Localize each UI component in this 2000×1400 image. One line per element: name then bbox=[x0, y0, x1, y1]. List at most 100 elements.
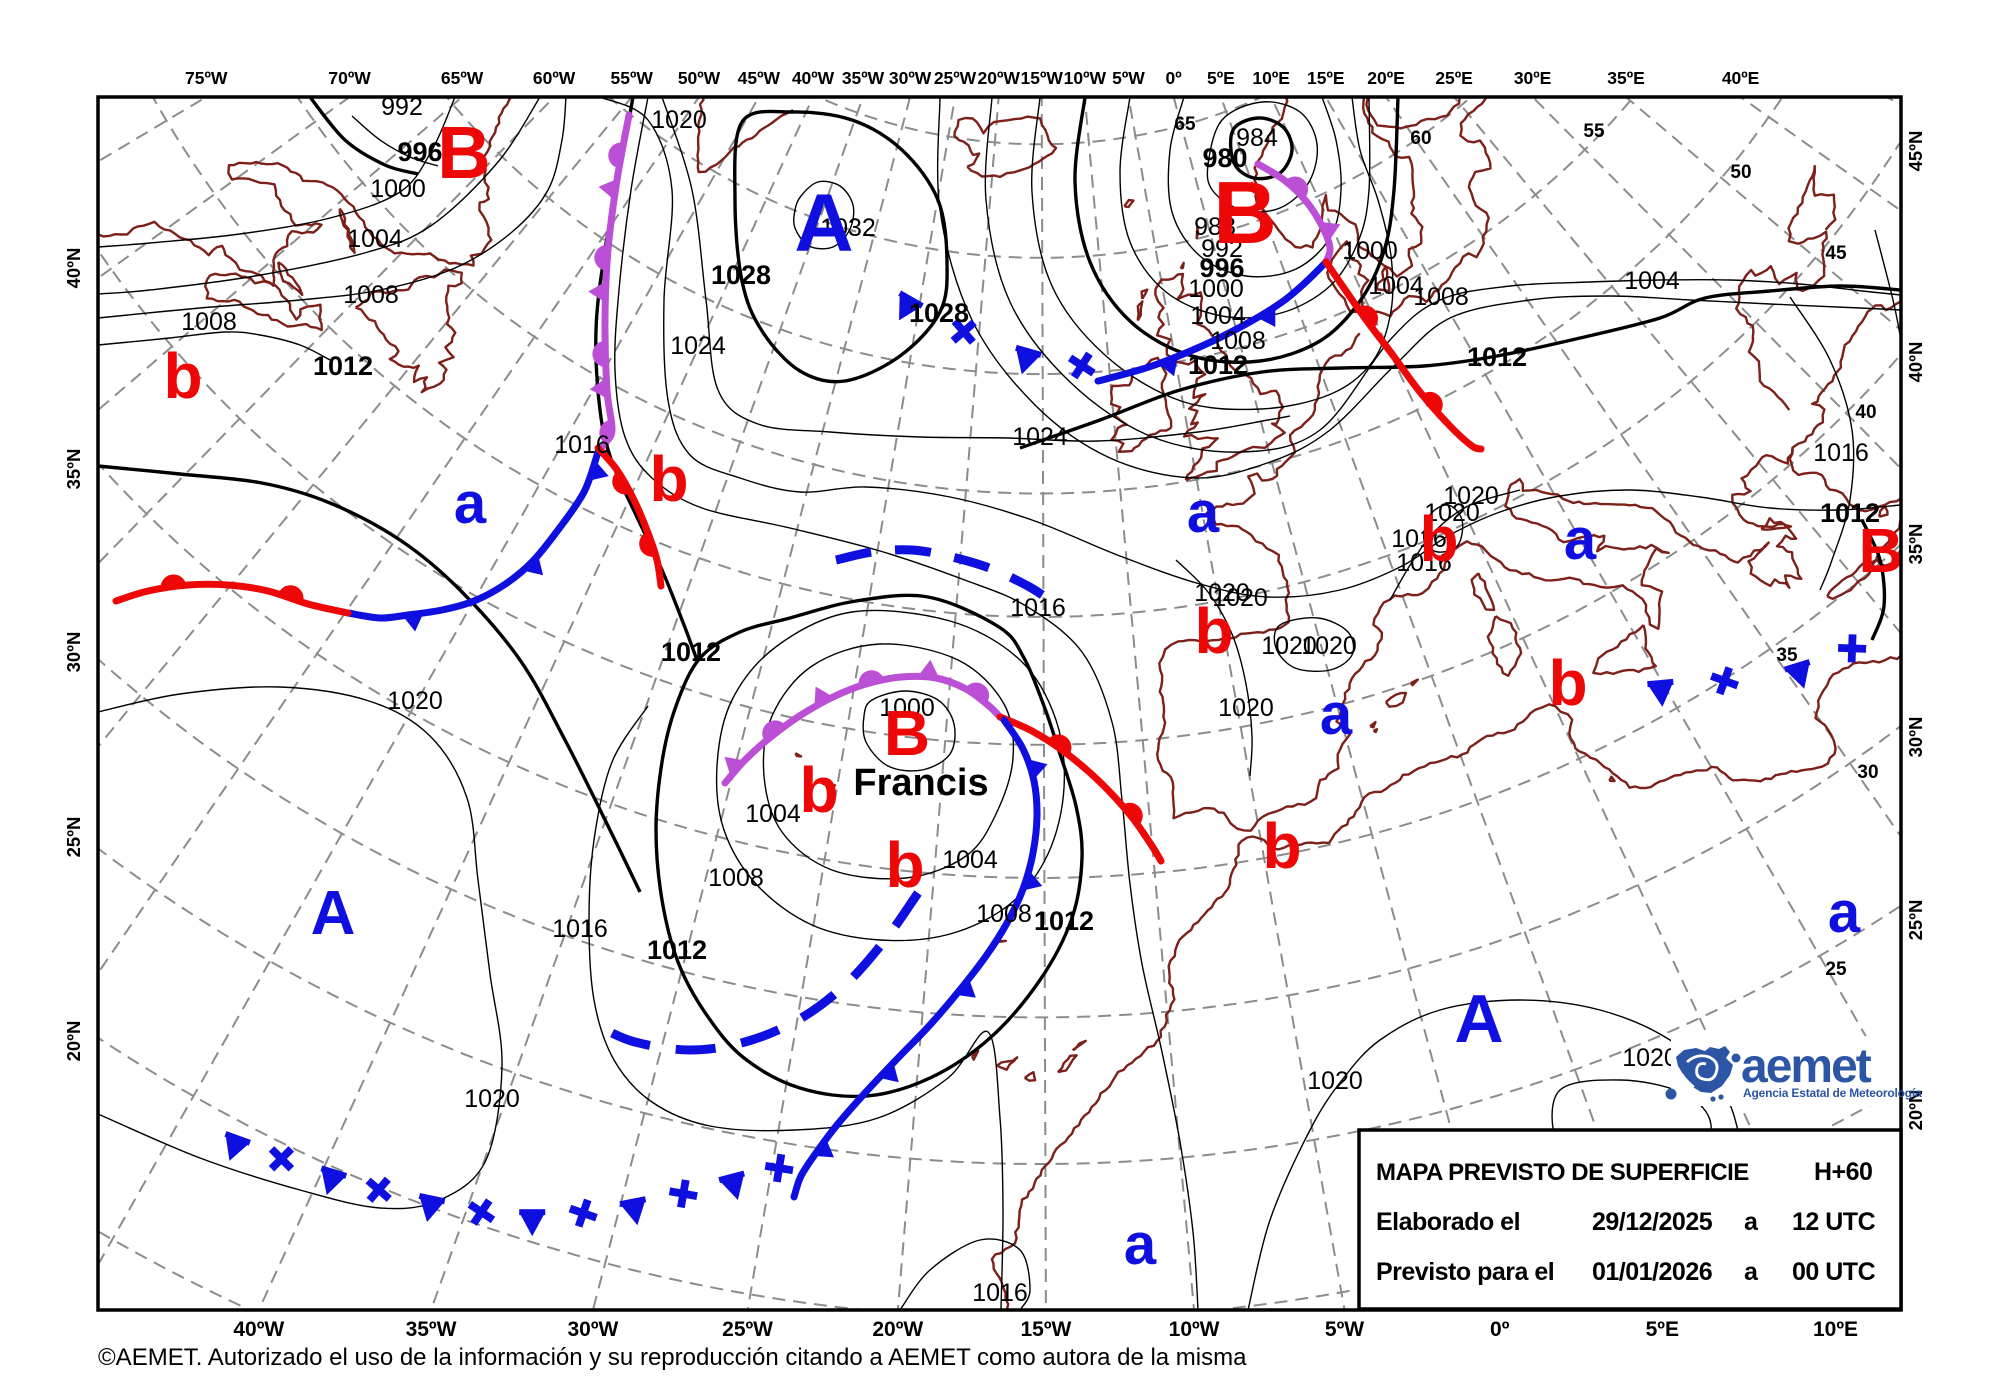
svg-text:Agencia Estatal de Meteorologí: Agencia Estatal de Meteorología bbox=[1743, 1086, 1922, 1100]
svg-text:40ºN: 40ºN bbox=[1905, 342, 1926, 383]
svg-text:a: a bbox=[1828, 880, 1861, 945]
svg-text:1020: 1020 bbox=[1622, 1044, 1678, 1072]
svg-text:25ºE: 25ºE bbox=[1435, 68, 1473, 88]
svg-text:1012: 1012 bbox=[1034, 906, 1094, 936]
svg-text:35ºW: 35ºW bbox=[842, 68, 885, 88]
svg-text:35: 35 bbox=[1776, 645, 1798, 666]
svg-text:1004: 1004 bbox=[347, 225, 403, 253]
svg-text:55ºW: 55ºW bbox=[611, 68, 654, 88]
svg-text:50ºW: 50ºW bbox=[678, 68, 721, 88]
svg-text:1020: 1020 bbox=[1443, 482, 1499, 510]
svg-text:45ºN: 45ºN bbox=[1905, 131, 1926, 172]
svg-text:1008: 1008 bbox=[343, 281, 399, 309]
svg-text:1000: 1000 bbox=[879, 694, 935, 722]
svg-text:10ºE: 10ºE bbox=[1252, 68, 1290, 88]
svg-text:15ºW: 15ºW bbox=[1020, 1318, 1071, 1341]
svg-text:30ºN: 30ºN bbox=[63, 632, 84, 673]
svg-text:5ºE: 5ºE bbox=[1646, 1318, 1679, 1341]
svg-text:50: 50 bbox=[1730, 162, 1751, 183]
svg-text:a: a bbox=[454, 471, 487, 536]
svg-text:45ºW: 45ºW bbox=[738, 68, 781, 88]
svg-text:40ºE: 40ºE bbox=[1722, 68, 1760, 88]
svg-text:992: 992 bbox=[381, 93, 423, 121]
svg-text:a: a bbox=[1187, 480, 1220, 545]
svg-text:1032: 1032 bbox=[820, 214, 876, 242]
svg-text:1004: 1004 bbox=[1624, 267, 1680, 295]
svg-text:B: B bbox=[1859, 517, 1904, 586]
svg-text:Elaborado el: Elaborado el bbox=[1376, 1208, 1520, 1236]
svg-text:A: A bbox=[311, 879, 356, 948]
svg-text:1012: 1012 bbox=[1820, 498, 1880, 528]
svg-text:1008: 1008 bbox=[1210, 327, 1266, 355]
svg-text:Francis: Francis bbox=[853, 762, 988, 804]
svg-text:0º: 0º bbox=[1490, 1318, 1510, 1341]
svg-text:1020: 1020 bbox=[1307, 1067, 1363, 1095]
svg-text:1020: 1020 bbox=[651, 106, 707, 134]
svg-text:1004: 1004 bbox=[1368, 272, 1424, 300]
svg-text:20ºW: 20ºW bbox=[872, 1318, 923, 1341]
svg-text:1016: 1016 bbox=[554, 431, 610, 459]
svg-text:40ºW: 40ºW bbox=[233, 1318, 284, 1341]
svg-text:1028: 1028 bbox=[909, 298, 969, 328]
svg-text:1012: 1012 bbox=[647, 935, 707, 965]
svg-text:70ºW: 70ºW bbox=[328, 68, 371, 88]
svg-text:1020: 1020 bbox=[1301, 632, 1357, 660]
svg-text:1020: 1020 bbox=[387, 687, 443, 715]
svg-text:30: 30 bbox=[1857, 762, 1878, 783]
svg-text:15ºE: 15ºE bbox=[1307, 68, 1345, 88]
svg-text:1028: 1028 bbox=[711, 260, 771, 290]
svg-text:20ºW: 20ºW bbox=[978, 68, 1021, 88]
svg-text:1020: 1020 bbox=[464, 1085, 520, 1113]
svg-text:1012: 1012 bbox=[1188, 350, 1248, 380]
svg-text:40ºW: 40ºW bbox=[792, 68, 835, 88]
svg-text:1000: 1000 bbox=[370, 175, 426, 203]
svg-text:55: 55 bbox=[1583, 121, 1605, 142]
svg-text:a: a bbox=[1744, 1208, 1759, 1236]
svg-text:1012: 1012 bbox=[661, 637, 721, 667]
svg-text:996: 996 bbox=[1199, 253, 1244, 283]
svg-text:a: a bbox=[1744, 1258, 1759, 1286]
svg-text:35ºW: 35ºW bbox=[406, 1318, 457, 1341]
svg-text:5ºW: 5ºW bbox=[1325, 1318, 1364, 1341]
svg-text:980: 980 bbox=[1202, 143, 1247, 173]
svg-text:35ºE: 35ºE bbox=[1607, 68, 1645, 88]
svg-text:A: A bbox=[794, 178, 853, 269]
svg-text:aemet: aemet bbox=[1741, 1040, 1872, 1093]
svg-text:H+60: H+60 bbox=[1814, 1158, 1872, 1186]
svg-text:b: b bbox=[163, 340, 202, 412]
svg-text:1016: 1016 bbox=[972, 1279, 1028, 1307]
svg-text:45: 45 bbox=[1825, 243, 1847, 264]
svg-text:MAPA PREVISTO DE SUPERFICIE: MAPA PREVISTO DE SUPERFICIE bbox=[1376, 1159, 1749, 1186]
svg-text:0º: 0º bbox=[1166, 68, 1183, 88]
svg-text:a: a bbox=[1564, 507, 1597, 572]
svg-text:5ºE: 5ºE bbox=[1207, 68, 1235, 88]
svg-text:1016: 1016 bbox=[552, 915, 608, 943]
svg-text:1008: 1008 bbox=[708, 864, 764, 892]
svg-text:25ºW: 25ºW bbox=[934, 68, 977, 88]
svg-text:30ºN: 30ºN bbox=[1905, 717, 1926, 758]
svg-text:b: b bbox=[649, 443, 688, 515]
svg-text:20ºE: 20ºE bbox=[1367, 68, 1405, 88]
svg-text:1004: 1004 bbox=[942, 846, 998, 874]
svg-text:20ºN: 20ºN bbox=[63, 1021, 84, 1062]
svg-text:20ºN: 20ºN bbox=[1905, 1090, 1926, 1131]
svg-text:10ºW: 10ºW bbox=[1064, 68, 1107, 88]
svg-text:996: 996 bbox=[397, 137, 442, 167]
svg-text:1008: 1008 bbox=[976, 900, 1032, 928]
svg-text:30ºW: 30ºW bbox=[889, 68, 932, 88]
svg-text:1016: 1016 bbox=[1813, 439, 1869, 467]
svg-text:992: 992 bbox=[1201, 235, 1243, 263]
svg-text:1012: 1012 bbox=[1467, 342, 1527, 372]
svg-text:b: b bbox=[1419, 503, 1458, 575]
svg-text:1008: 1008 bbox=[1413, 283, 1469, 311]
svg-text:40ºN: 40ºN bbox=[63, 248, 84, 289]
svg-text:60ºW: 60ºW bbox=[533, 68, 576, 88]
svg-text:1016: 1016 bbox=[1391, 525, 1447, 553]
svg-text:1020: 1020 bbox=[1194, 579, 1250, 607]
svg-text:1012: 1012 bbox=[313, 351, 373, 381]
svg-text:1000: 1000 bbox=[1188, 275, 1244, 303]
svg-text:1004: 1004 bbox=[1190, 302, 1246, 330]
svg-text:60: 60 bbox=[1410, 128, 1431, 149]
svg-text:b: b bbox=[799, 754, 838, 826]
svg-text:A: A bbox=[1454, 981, 1503, 1057]
